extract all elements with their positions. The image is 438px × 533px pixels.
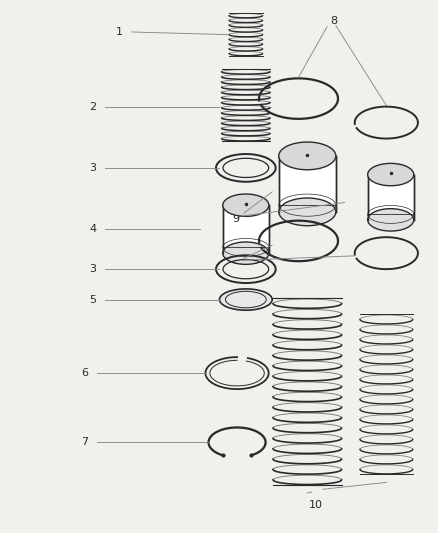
Text: 2: 2 (89, 102, 96, 111)
Text: 5: 5 (89, 295, 96, 304)
Ellipse shape (223, 194, 268, 216)
Bar (367, 175, 413, 220)
Ellipse shape (278, 142, 335, 169)
Text: 9: 9 (232, 214, 239, 223)
Text: 1: 1 (116, 27, 123, 37)
Text: 8: 8 (232, 256, 239, 266)
Bar (278, 156, 335, 212)
Text: 3: 3 (89, 163, 96, 173)
Ellipse shape (278, 198, 335, 226)
Text: 7: 7 (81, 438, 88, 447)
Bar (223, 205, 268, 253)
Text: 3: 3 (89, 264, 96, 274)
Text: 8: 8 (329, 17, 336, 26)
Text: 4: 4 (89, 224, 96, 234)
Ellipse shape (219, 289, 272, 310)
Text: 10: 10 (308, 500, 322, 510)
Text: 6: 6 (81, 368, 88, 378)
Ellipse shape (223, 242, 268, 264)
Ellipse shape (367, 208, 413, 231)
Ellipse shape (367, 163, 413, 186)
